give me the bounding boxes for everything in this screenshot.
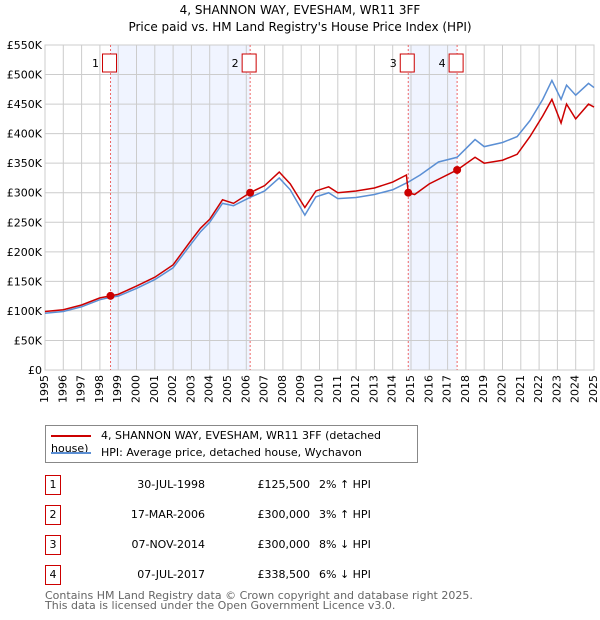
x-tick-label: 2023 — [550, 375, 563, 403]
y-tick-label: £350K — [7, 157, 43, 170]
legend-swatch — [51, 452, 91, 454]
y-tick-label: £500K — [7, 69, 43, 82]
sale-hpi-delta: 6% ↓ HPI — [319, 568, 371, 581]
x-tick-label: 2019 — [477, 375, 490, 403]
sale-row: 1 30-JUL-1998 £125,500 2% ↑ HPI — [45, 475, 405, 495]
x-tick-label: 2018 — [459, 375, 472, 403]
sale-date: 30-JUL-1998 — [137, 478, 205, 491]
x-tick-label: 2007 — [258, 375, 271, 403]
x-tick-label: 2013 — [367, 375, 380, 403]
sale-number: 2 — [45, 505, 61, 525]
y-tick-label: £550K — [7, 39, 43, 52]
sale-marker-label: 3 — [390, 57, 397, 70]
x-tick-label: 2017 — [441, 375, 454, 403]
shaded-range — [110, 45, 251, 370]
hpi-line — [44, 78, 595, 315]
x-tick-label: 2025 — [587, 375, 600, 403]
x-tick-label: 2016 — [422, 375, 435, 403]
sale-date: 07-JUL-2017 — [137, 568, 205, 581]
sale-marker-box — [241, 53, 257, 73]
x-tick-label: 2010 — [313, 375, 326, 403]
y-tick-label: £250K — [7, 216, 43, 229]
sale-number: 3 — [45, 535, 61, 555]
legend-item-property: 4, SHANNON WAY, EVESHAM, WR11 3FF (detac… — [51, 429, 417, 455]
sale-date: 07-NOV-2014 — [131, 538, 205, 551]
legend: 4, SHANNON WAY, EVESHAM, WR11 3FF (detac… — [45, 425, 418, 463]
chart-title: 4, SHANNON WAY, EVESHAM, WR11 3FF — [179, 3, 421, 17]
sale-price: £300,000 — [257, 538, 311, 551]
y-tick-label: £400K — [7, 128, 43, 141]
sale-row: 2 17-MAR-2006 £300,000 3% ↑ HPI — [45, 505, 405, 525]
plot-area: 1995 1996 1997 1998 1999 2000 2001 2002 2003 2004… — [7, 39, 600, 403]
x-tick-label: 1999 — [111, 375, 124, 403]
x-tick-label: 2014 — [386, 375, 399, 403]
sale-number: 4 — [45, 565, 61, 585]
legend-label: HPI: Average price, detached house, Wych… — [101, 446, 362, 459]
sale-marker-box — [102, 53, 118, 73]
x-tick-label: 2001 — [148, 375, 161, 403]
sale-point — [246, 188, 255, 197]
sale-row: 4 07-JUL-2017 £338,500 6% ↓ HPI — [45, 565, 405, 585]
y-tick-label: £150K — [7, 275, 43, 288]
sale-price: £300,000 — [257, 508, 311, 521]
y-tick-label: £300K — [7, 187, 43, 200]
property-price-line — [44, 97, 595, 313]
footer-line2: This data is licensed under the Open Gov… — [45, 599, 396, 612]
sale-row: 3 07-NOV-2014 £300,000 8% ↓ HPI — [45, 535, 405, 555]
y-tick-label: £50K — [14, 334, 43, 347]
y-tick-label: £200K — [7, 246, 43, 259]
sale-date: 17-MAR-2006 — [130, 508, 205, 521]
x-tick-label: 2012 — [349, 375, 362, 403]
x-tick-label: 2011 — [331, 375, 344, 403]
x-tick-label: 2004 — [203, 375, 216, 403]
plot-border — [44, 44, 595, 371]
sale-price: £125,500 — [257, 478, 311, 491]
x-tick-label: 2009 — [294, 375, 307, 403]
sale-hpi-delta: 8% ↓ HPI — [319, 538, 371, 551]
x-tick-label: 2000 — [130, 375, 143, 403]
sale-point — [106, 291, 115, 300]
sale-marker-label: 2 — [232, 57, 239, 70]
x-tick-label: 1997 — [75, 375, 88, 403]
sale-marker-label: 4 — [439, 57, 446, 70]
footer-line1: Contains HM Land Registry data © Crown c… — [45, 589, 473, 602]
sale-hpi-delta: 3% ↑ HPI — [319, 508, 371, 521]
x-tick-label: 2015 — [404, 375, 417, 403]
y-tick-label: £450K — [7, 98, 43, 111]
sale-hpi-delta: 2% ↑ HPI — [319, 478, 371, 491]
x-tick-label: 2020 — [496, 375, 509, 403]
footer: Contains HM Land Registry data © Crown c… — [45, 589, 473, 612]
sale-marker-box — [399, 53, 415, 73]
x-tick-label: 1995 — [38, 375, 51, 403]
x-tick-label: 1998 — [93, 375, 106, 403]
x-tick-label: 2002 — [166, 375, 179, 403]
sale-price: £338,500 — [257, 568, 311, 581]
legend-swatch — [51, 435, 91, 437]
sale-marker-label: 1 — [92, 57, 99, 70]
x-tick-label: 2006 — [239, 375, 252, 403]
x-tick-label: 2024 — [569, 375, 582, 403]
y-tick-label: £100K — [7, 305, 43, 318]
legend-label: 4, SHANNON WAY, EVESHAM, WR11 3FF (detac… — [51, 429, 381, 455]
x-tick-label: 1996 — [56, 375, 69, 403]
shaded-range — [408, 45, 458, 370]
chart-subtitle: Price paid vs. HM Land Registry's House … — [128, 20, 472, 34]
legend-item-hpi: HPI: Average price, detached house, Wych… — [51, 446, 362, 459]
x-tick-label: 2003 — [184, 375, 197, 403]
x-tick-label: 2008 — [276, 375, 289, 403]
y-tick-label: £0 — [28, 364, 42, 377]
sale-marker-box — [448, 53, 464, 73]
sale-number: 1 — [45, 475, 61, 495]
x-tick-label: 2005 — [221, 375, 234, 403]
sale-point — [453, 165, 462, 174]
x-tick-label: 2021 — [514, 375, 527, 403]
x-tick-label: 2022 — [532, 375, 545, 403]
sale-point — [404, 188, 413, 197]
